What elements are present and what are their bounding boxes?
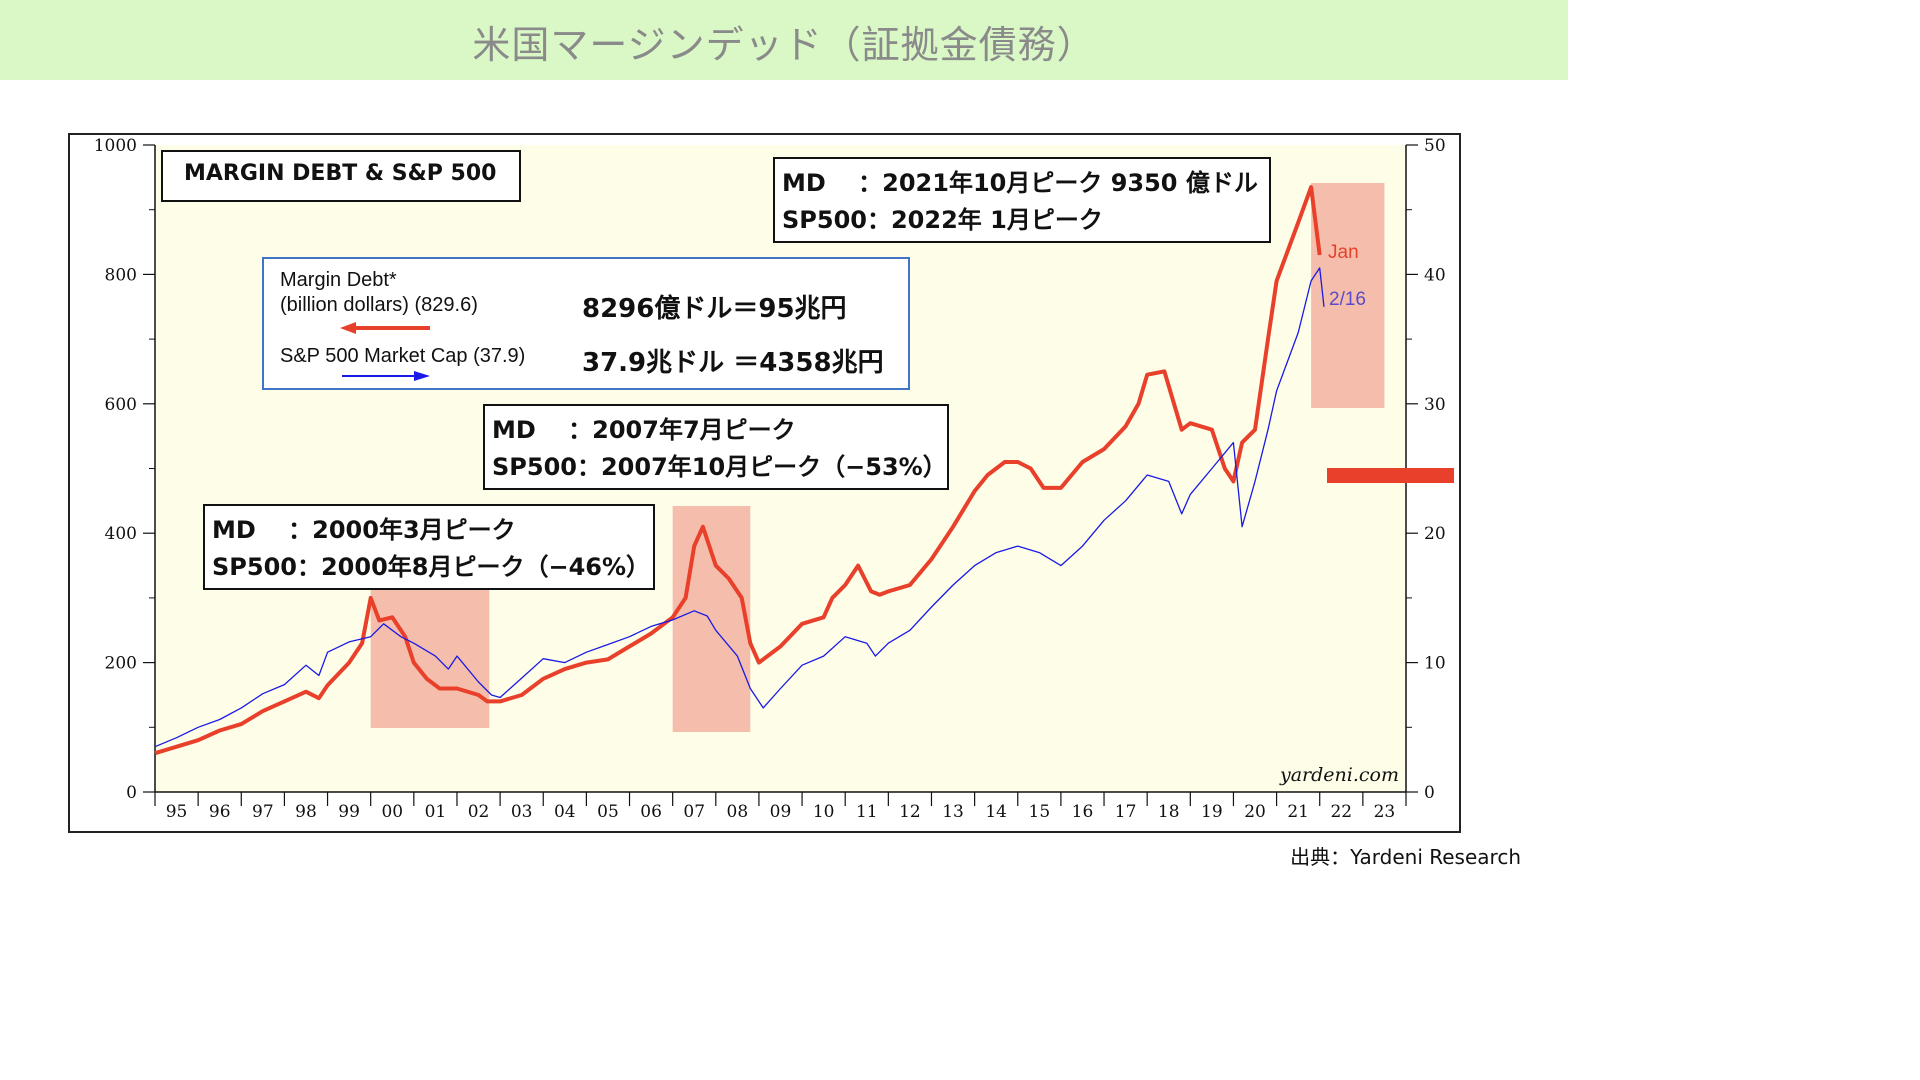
x-tick-label: 16	[1072, 802, 1094, 822]
legend-sp-arrow-icon	[342, 371, 430, 381]
right-tick-label: 10	[1424, 654, 1446, 674]
legend-box: Margin Debt* (billion dollars) (829.6) S…	[262, 257, 910, 390]
x-tick-label: 96	[209, 802, 231, 822]
chart-title: MARGIN DEBT & S&P 500	[184, 161, 497, 186]
x-tick-label: 05	[597, 802, 619, 822]
highlight-period	[672, 506, 751, 732]
x-tick-label: 95	[166, 802, 188, 822]
x-tick-label: 15	[1029, 802, 1051, 822]
annotation-2000-sp: SP500：2000年8月ピーク（−46%）	[212, 553, 651, 581]
right-tick-label: 30	[1424, 395, 1446, 415]
x-tick-label: 23	[1374, 802, 1396, 822]
left-tick-label: 0	[126, 783, 137, 803]
legend-sp-conversion: 37.9兆ドル ＝4358兆円	[582, 348, 884, 378]
x-tick-label: 04	[554, 802, 576, 822]
x-tick-label: 11	[856, 802, 878, 822]
sp500-line	[154, 267, 1325, 748]
legend-md-label: Margin Debt*	[280, 269, 397, 291]
watermark: yardeni.com	[1280, 764, 1400, 786]
left-tick-label: 800	[105, 265, 137, 285]
annotation-2000-peak: MD ：2000年3月ピーク SP500：2000年8月ピーク（−46%）	[203, 504, 655, 590]
page-title: 米国マージンデッド（証拠金債務）	[472, 23, 1096, 67]
x-tick-label: 17	[1115, 802, 1137, 822]
right-tick-label: 20	[1424, 524, 1446, 544]
left-tick-label: 1000	[94, 136, 137, 156]
current-level-marker	[1327, 468, 1454, 483]
annotation-2021-peak: MD ：2021年10月ピーク 9350 億ドル SP500：2022年 1月ピ…	[773, 157, 1271, 243]
x-tick-label: 21	[1287, 802, 1309, 822]
x-tick-label: 07	[683, 802, 705, 822]
right-tick-label: 50	[1424, 136, 1446, 156]
x-tick-label: 06	[640, 802, 662, 822]
left-tick-label: 200	[105, 654, 137, 674]
legend-md-conversion: 8296億ドル＝95兆円	[582, 294, 847, 324]
x-tick-label: 18	[1158, 802, 1180, 822]
x-tick-label: 20	[1244, 802, 1266, 822]
margin-debt-line	[154, 185, 1322, 756]
annotation-2007-peak: MD ：2007年7月ピーク SP500：2007年10月ピーク（−53%）	[483, 404, 949, 490]
legend-md-arrow-icon	[340, 322, 430, 334]
x-tick-label: 01	[425, 802, 447, 822]
x-tick-label: 22	[1330, 802, 1352, 822]
x-tick-label: 02	[468, 802, 490, 822]
legend-sp-label: S&P 500 Market Cap (37.9)	[280, 345, 526, 367]
x-tick-label: 14	[985, 802, 1007, 822]
legend-md-unit: (billion dollars) (829.6)	[280, 294, 478, 316]
x-tick-label: 19	[1201, 802, 1223, 822]
annotation-2021-md: MD ：2021年10月ピーク 9350 億ドル	[782, 169, 1258, 197]
right-tick-label: 0	[1424, 783, 1435, 803]
x-tick-label: 00	[381, 802, 403, 822]
x-tick-label: 12	[899, 802, 921, 822]
annotation-2021-sp: SP500：2022年 1月ピーク	[782, 206, 1103, 234]
annotation-2007-sp: SP500：2007年10月ピーク（−53%）	[492, 453, 947, 481]
feb-label: 2/16	[1329, 289, 1366, 310]
chart-title-box: MARGIN DEBT & S&P 500	[161, 150, 521, 202]
x-tick-label: 99	[338, 802, 360, 822]
x-tick-label: 09	[770, 802, 792, 822]
x-tick-label: 10	[813, 802, 835, 822]
x-tick-label: 97	[252, 802, 274, 822]
jan-label: Jan	[1328, 242, 1359, 263]
x-tick-label: 98	[295, 802, 317, 822]
x-tick-label: 08	[727, 802, 749, 822]
source-credit: 出典：Yardeni Research	[1290, 845, 1521, 869]
annotation-2007-md: MD ：2007年7月ピーク	[492, 416, 796, 444]
x-tick-label: 03	[511, 802, 533, 822]
x-tick-label: 13	[942, 802, 964, 822]
right-tick-label: 40	[1424, 265, 1446, 285]
title-bar	[0, 0, 1568, 80]
annotation-2000-md: MD ：2000年3月ピーク	[212, 516, 516, 544]
left-tick-label: 600	[105, 395, 137, 415]
left-tick-label: 400	[105, 524, 137, 544]
highlight-period	[370, 590, 490, 728]
